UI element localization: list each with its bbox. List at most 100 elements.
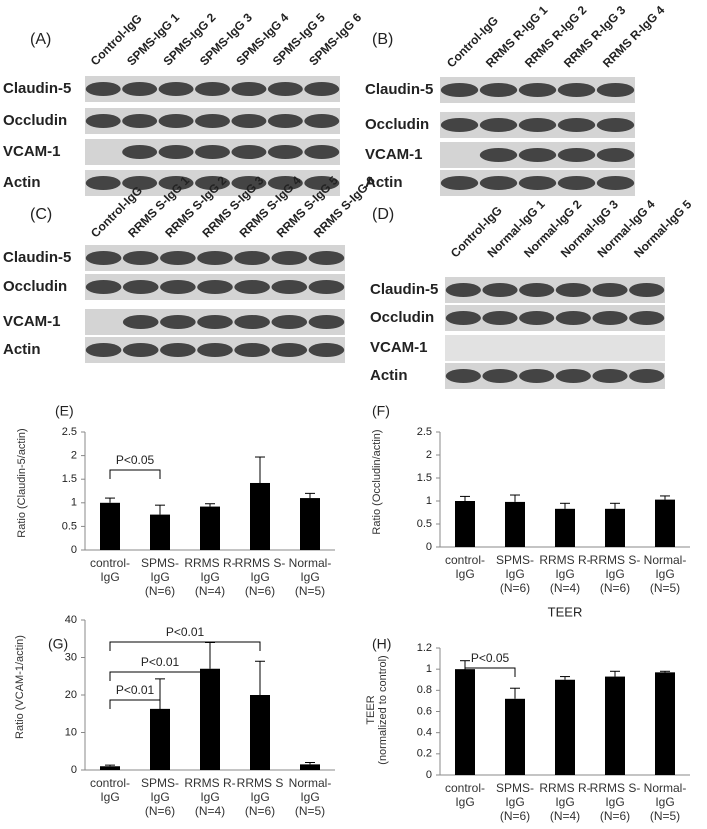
y-tick-label: 0.5: [417, 518, 432, 530]
significance-label: P<0.01: [141, 655, 180, 669]
band: [304, 145, 340, 159]
row-label: VCAM-1: [365, 146, 423, 163]
y-tick-label: 0: [71, 544, 77, 556]
y-tick-label: 10: [65, 726, 77, 738]
band: [122, 82, 158, 96]
significance-label: P<0.01: [116, 683, 155, 697]
band: [519, 311, 555, 325]
row-label: Actin: [365, 174, 403, 191]
band: [519, 369, 555, 383]
y-tick-label: 0.6: [417, 705, 432, 717]
band: [304, 176, 340, 190]
row-label: Occludin: [3, 112, 67, 129]
band: [158, 176, 194, 190]
y-tick-label: 0: [426, 541, 432, 553]
band: [231, 114, 267, 128]
band: [85, 114, 121, 128]
panel-label: (G): [48, 636, 68, 652]
band: [482, 369, 518, 383]
bar: [605, 676, 625, 775]
bar: [505, 698, 525, 775]
y-tick-label: 1.5: [62, 473, 77, 485]
panel-label: (F): [372, 403, 390, 419]
x-tick-label: RRMS R- IgG (N=4): [539, 553, 591, 595]
x-tick-label: RRMS R- IgG (N=4): [184, 776, 236, 818]
band: [308, 315, 345, 329]
band: [629, 283, 665, 297]
band: [308, 280, 345, 294]
band: [445, 369, 481, 383]
y-tick-label: 1.2: [417, 642, 432, 654]
band: [482, 311, 518, 325]
x-tick-label: SPMS- IgG (N=6): [140, 556, 179, 598]
y-tick-label: 2: [71, 450, 77, 462]
band: [557, 148, 596, 162]
band: [195, 176, 230, 190]
band: [518, 176, 557, 190]
y-tick-label: 0: [426, 769, 432, 781]
band: [122, 176, 158, 190]
band: [158, 145, 194, 159]
blot-strip: [445, 335, 665, 361]
chart-title: TEER: [548, 604, 583, 619]
row-label: Occludin: [365, 116, 429, 133]
y-tick-label: 0.8: [417, 684, 432, 696]
band: [271, 315, 308, 329]
band: [234, 280, 270, 294]
band: [596, 148, 635, 162]
panel-label: (E): [55, 403, 74, 419]
band: [160, 251, 196, 265]
band: [440, 83, 479, 97]
band: [519, 283, 555, 297]
band: [160, 343, 196, 357]
band: [271, 343, 308, 357]
x-tick-label: SPMS- IgG (N=6): [495, 553, 534, 595]
y-tick-label: 20: [65, 689, 77, 701]
band: [267, 82, 303, 96]
row-label: VCAM-1: [3, 313, 61, 330]
y-tick-label: 0.5: [62, 520, 77, 532]
panel-label: (A): [30, 31, 51, 48]
row-label: Claudin-5: [370, 281, 438, 298]
band: [234, 343, 270, 357]
row-label: Actin: [3, 174, 41, 191]
x-tick-label: Normal- IgG (N=5): [643, 553, 687, 595]
band: [231, 145, 267, 159]
x-tick-label: Normal- IgG (N=5): [288, 776, 332, 818]
band: [445, 283, 481, 297]
bar: [505, 501, 525, 547]
bar: [300, 764, 320, 770]
bar: [150, 708, 170, 770]
band: [596, 176, 635, 190]
bar: [250, 482, 270, 550]
y-tick-label: 0.2: [417, 748, 432, 760]
band: [479, 118, 518, 132]
significance-bracket: [464, 667, 516, 677]
band: [122, 343, 159, 357]
band: [304, 82, 340, 96]
band: [518, 148, 557, 162]
bar: [200, 668, 220, 770]
band: [629, 311, 665, 325]
band: [304, 114, 340, 128]
x-tick-label: RRMS S- IgG (N=6): [589, 781, 641, 823]
band: [197, 280, 233, 294]
x-tick-label: RRMS S IgG (N=6): [236, 776, 284, 818]
band: [596, 118, 635, 132]
row-label: Actin: [370, 367, 408, 384]
bar: [200, 506, 220, 550]
band: [557, 83, 596, 97]
band: [267, 145, 303, 159]
band: [160, 315, 196, 329]
band: [122, 145, 158, 159]
band: [85, 251, 122, 265]
x-tick-label: RRMS S- IgG (N=6): [589, 553, 641, 595]
significance-bracket: [109, 641, 261, 651]
band: [555, 283, 591, 297]
band: [596, 83, 635, 97]
band: [479, 176, 518, 190]
bar: [455, 669, 475, 775]
bar: [100, 766, 120, 770]
band: [231, 82, 267, 96]
band: [197, 315, 233, 329]
